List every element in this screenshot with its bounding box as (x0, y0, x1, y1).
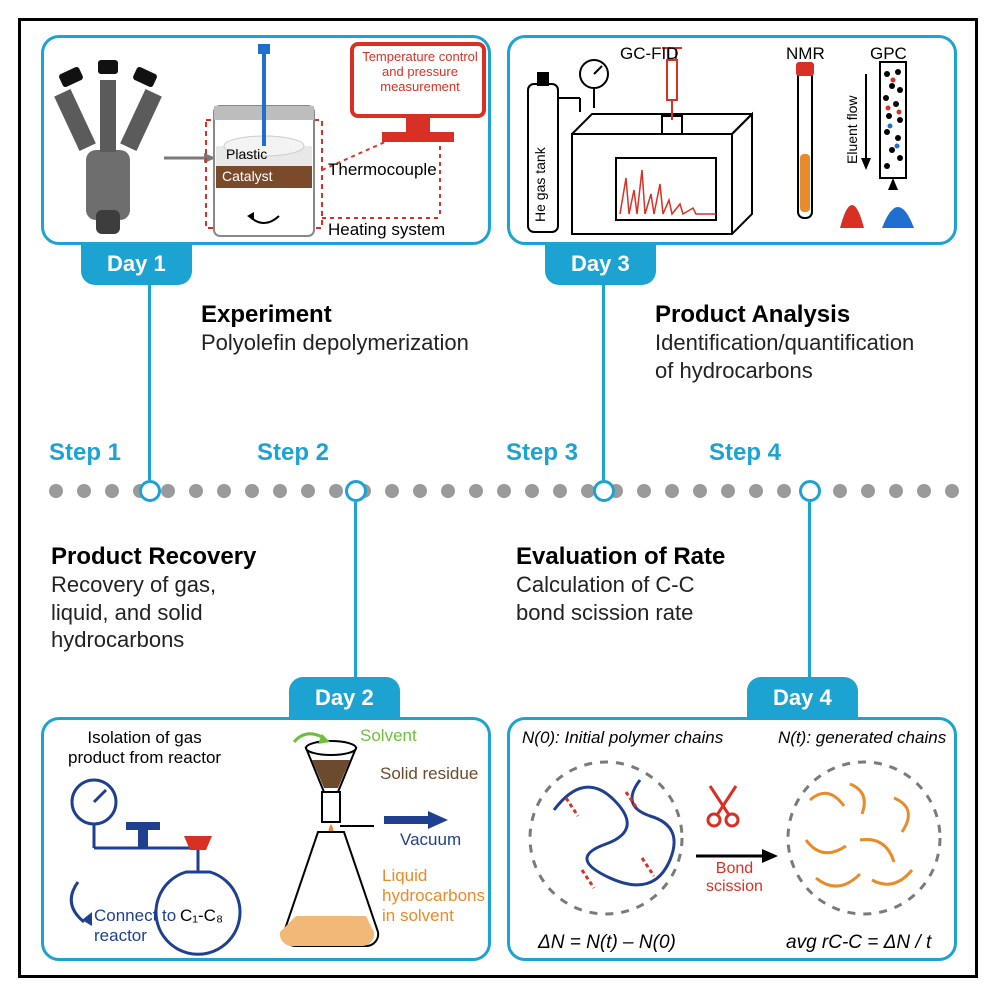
step-3-label: Step 3 (506, 439, 578, 467)
day3-gpc-label: GPC (870, 44, 907, 64)
day1-title: Experiment (201, 301, 491, 329)
day2-connect-label: Connect to reactor (94, 906, 176, 946)
timeline (49, 484, 959, 498)
day1-catalyst-label: Catalyst (222, 168, 273, 184)
day3-he-label: He gas tank (532, 147, 548, 222)
day3-tab: Day 3 (545, 243, 656, 285)
day4-text: Evaluation of Rate Calculation of C-C bo… (516, 543, 816, 626)
day2-panel: Isolation of gas product from reactor Co… (41, 717, 491, 961)
outer-frame: Step 1 Step 2 Step 3 Step 4 (18, 18, 978, 978)
day2-liquid-label: Liquid hydrocarbons in solvent (382, 866, 485, 926)
day4-illustration (510, 720, 960, 964)
step-4-label: Step 4 (709, 439, 781, 467)
day1-panel: Plastic Catalyst Thermocouple Heating sy… (41, 35, 491, 245)
day1-body: Polyolefin depolymerization (201, 329, 491, 357)
day3-panel: GC-FID NMR GPC He gas tank Eluent flow (507, 35, 957, 245)
day4-tab: Day 4 (747, 677, 858, 719)
day2-tab: Day 2 (289, 677, 400, 719)
day4-body: Calculation of C-C bond scission rate (516, 571, 816, 626)
day4-title: Evaluation of Rate (516, 543, 816, 571)
day3-body: Identification/quantification of hydroca… (655, 329, 975, 384)
day1-plastic-label: Plastic (226, 146, 267, 162)
day2-vacuum-label: Vacuum (400, 830, 461, 850)
day4-nt-label: N(t): generated chains (778, 728, 946, 748)
node2-line (354, 502, 357, 682)
day3-nmr-label: NMR (786, 44, 825, 64)
day1-heating-label: Heating system (328, 220, 445, 240)
day4-scission-label: Bond scission (706, 860, 763, 896)
day2-isolation-label: Isolation of gas product from reactor (68, 728, 221, 768)
day2-residue-label: Solid residue (380, 764, 478, 784)
day4-n0-label: N(0): Initial polymer chains (522, 728, 723, 748)
day3-text: Product Analysis Identification/quantifi… (655, 301, 975, 384)
timeline-node-2 (345, 480, 367, 502)
day2-title: Product Recovery (51, 543, 311, 571)
node3-line (602, 271, 605, 480)
day3-title: Product Analysis (655, 301, 975, 329)
day1-monitor-label: Temperature control and pressure measure… (360, 50, 480, 95)
day2-body: Recovery of gas, liquid, and solid hydro… (51, 571, 311, 654)
day1-text: Experiment Polyolefin depolymerization (201, 301, 491, 357)
day3-gcfid-label: GC-FID (620, 44, 679, 64)
day4-eq2: avg rC-C = ΔN / t (786, 932, 931, 954)
day2-solvent-label: Solvent (360, 726, 417, 746)
step-1-label: Step 1 (49, 439, 121, 467)
timeline-node-3 (593, 480, 615, 502)
day4-eq1: ΔN = N(t) – N(0) (538, 932, 676, 954)
day3-illustration (510, 38, 960, 248)
timeline-node-4 (799, 480, 821, 502)
day3-eluent-label: Eluent flow (844, 96, 860, 164)
day4-panel: N(0): Initial polymer chains N(t): gener… (507, 717, 957, 961)
day2-flask-label: C₁-C₈ (180, 906, 223, 926)
step-2-label: Step 2 (257, 439, 329, 467)
day1-tab: Day 1 (81, 243, 192, 285)
timeline-node-1 (139, 480, 161, 502)
day1-thermo-label: Thermocouple (328, 160, 437, 180)
node1-line (148, 271, 151, 480)
day2-text: Product Recovery Recovery of gas, liquid… (51, 543, 311, 654)
